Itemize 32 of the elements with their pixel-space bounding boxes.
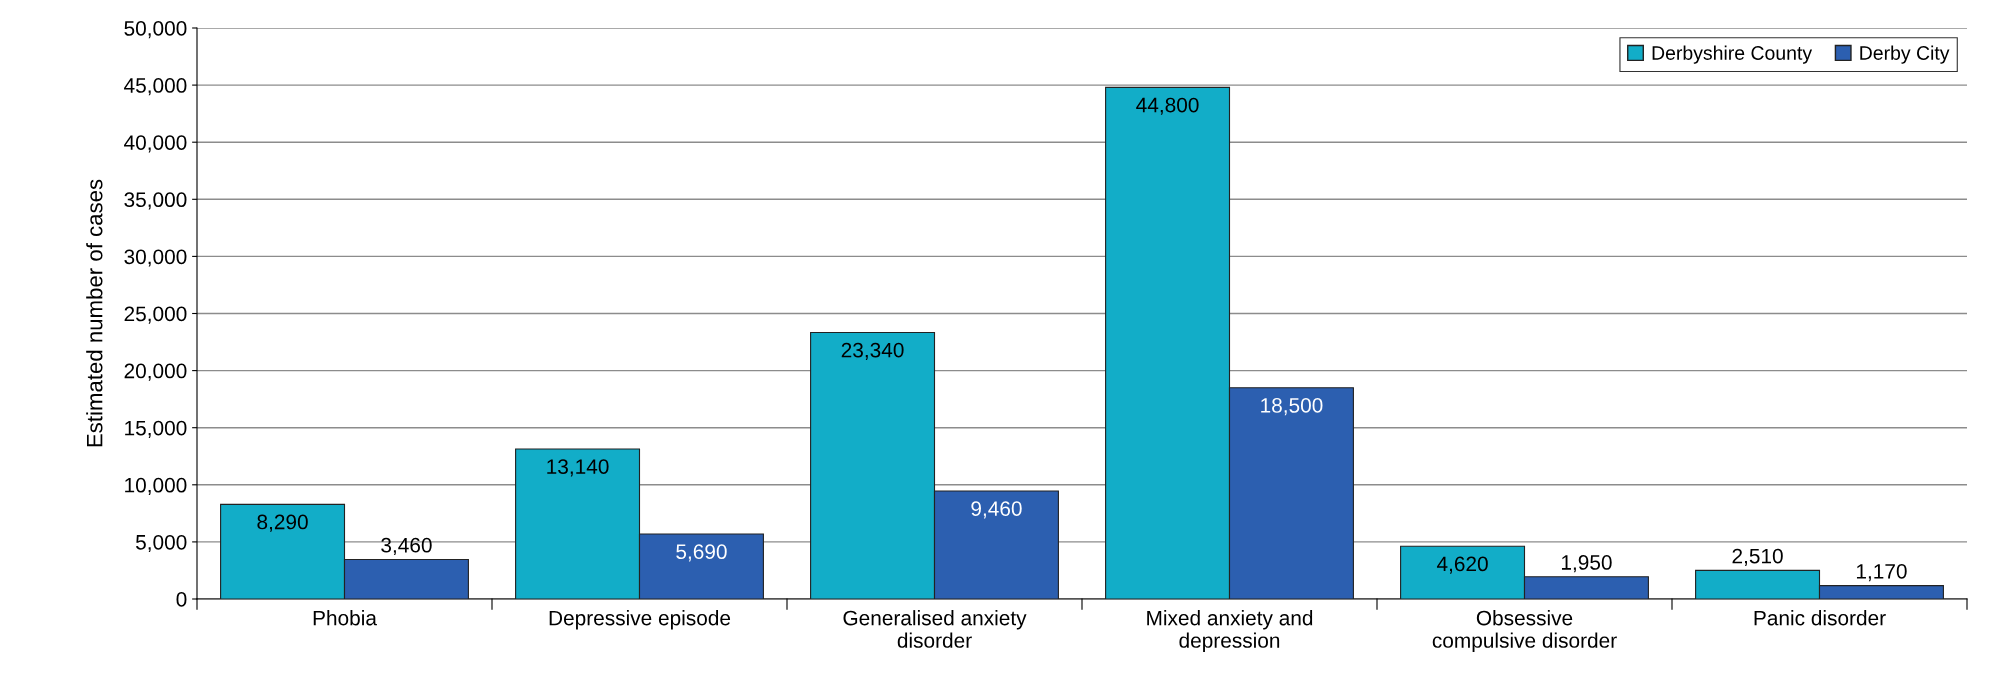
data-label: 2,510: [1732, 548, 1783, 566]
x-tick-label: Phobia: [313, 610, 377, 626]
x-tick-label: Generalised anxiety disorder: [843, 610, 1027, 648]
y-tick-label: 10,000: [125, 477, 187, 496]
y-tick-label: 25,000: [124, 306, 187, 324]
legend-label: Derby City: [1860, 45, 1950, 64]
x-tick-label: Depressive episode: [549, 610, 731, 630]
x-tick-label: Panic disorder: [1754, 610, 1886, 626]
legend-label: Derbyshire County: [1652, 45, 1813, 64]
data-label: 18,500: [1261, 398, 1323, 416]
data-label: 9,460: [971, 501, 1022, 519]
y-tick-label: 45,000: [124, 78, 187, 96]
y-tick-label: 20,000: [124, 363, 187, 381]
data-label: 13,140: [547, 459, 609, 477]
data-label: 1,950: [1561, 555, 1612, 573]
y-tick-label: 30,000: [124, 249, 187, 267]
x-tick-label: Mixed anxiety and depression: [1147, 610, 1313, 652]
y-tick-label: 5,000: [135, 534, 187, 553]
data-label: 4,620: [1436, 556, 1488, 574]
data-label: 44,800: [1136, 97, 1199, 115]
data-label: 8,290: [257, 514, 308, 532]
data-label: 1,170: [1856, 563, 1907, 582]
data-label: 3,460: [381, 537, 432, 556]
y-tick-label: 50,000: [124, 21, 187, 39]
y-axis-title: Estimated number of cases: [86, 179, 103, 447]
x-tick-label: Obsessive compulsive disorder: [1432, 610, 1617, 652]
y-tick-label: 15,000: [125, 420, 187, 438]
y-tick-label: 35,000: [124, 192, 187, 210]
y-tick-label: 40,000: [124, 135, 187, 153]
data-label: 23,340: [841, 342, 904, 360]
y-tick-label: 0: [176, 592, 187, 607]
data-label: 5,690: [676, 544, 727, 562]
